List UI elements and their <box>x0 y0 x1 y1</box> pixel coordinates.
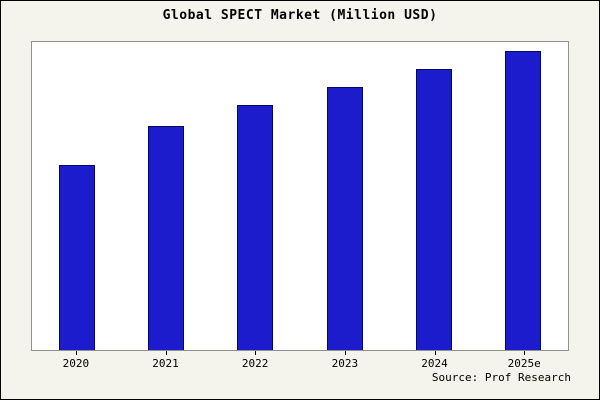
axis-tick <box>434 351 436 355</box>
x-tick-label: 2023 <box>331 357 359 370</box>
bar-2023 <box>326 86 363 350</box>
bar-slot <box>300 42 389 350</box>
bar-slot <box>211 42 300 350</box>
x-tick-label: 2021 <box>152 357 179 370</box>
bar-2020 <box>58 164 95 350</box>
x-label-slot: 2021 <box>121 351 211 373</box>
x-label-slot: 2023 <box>300 351 390 373</box>
bar-slot <box>389 42 478 350</box>
plot-area <box>31 41 569 351</box>
source-note: Source: Prof Research <box>431 371 571 384</box>
x-label-slot: 2020 <box>31 351 121 373</box>
bar-slot <box>121 42 210 350</box>
x-tick-label: 2022 <box>241 357 269 370</box>
axis-tick <box>255 351 257 355</box>
chart-title: Global SPECT Market (Million USD) <box>162 8 438 23</box>
bar-2024 <box>415 68 452 350</box>
bar-2021 <box>147 125 184 350</box>
bar-2022 <box>237 104 274 350</box>
bar-2025e <box>505 50 542 350</box>
x-tick-label: 2020 <box>62 357 90 370</box>
x-tick-label: 2024 <box>421 357 448 370</box>
bar-slot <box>479 42 568 350</box>
x-label-slot: 2022 <box>210 351 300 373</box>
x-axis-labels: 2020 2021 2022 2023 2024 2025e <box>31 351 569 373</box>
x-label-slot: 2025e <box>479 351 569 373</box>
axis-tick <box>75 351 77 355</box>
axis-tick <box>344 351 346 355</box>
axis-tick <box>524 351 526 355</box>
bars-container <box>32 42 568 350</box>
bar-slot <box>32 42 121 350</box>
x-tick-label: 2025e <box>507 357 541 370</box>
x-label-slot: 2024 <box>390 351 480 373</box>
axis-tick <box>165 351 167 355</box>
